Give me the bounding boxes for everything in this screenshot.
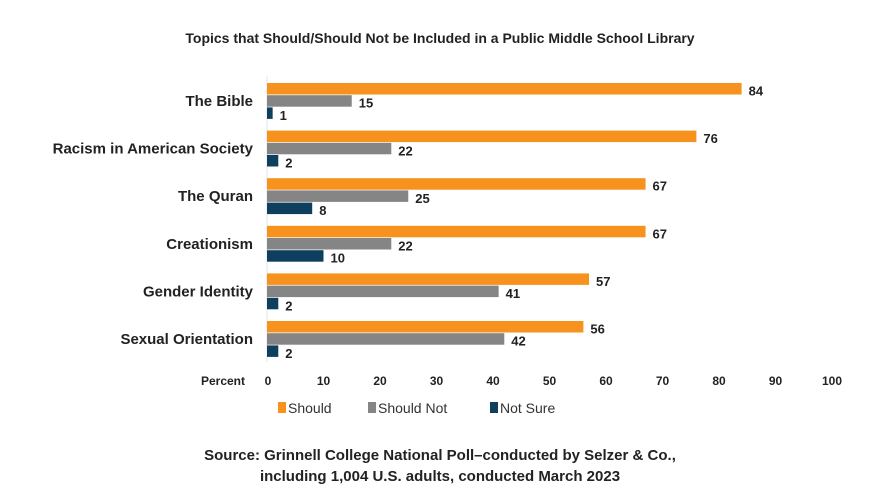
bar-should bbox=[267, 178, 646, 190]
legend-swatch bbox=[490, 402, 498, 413]
data-label: 10 bbox=[331, 251, 345, 266]
data-label: 2 bbox=[285, 156, 292, 171]
source-line-2: including 1,004 U.S. adults, conducted M… bbox=[260, 468, 620, 485]
category-label: The Quran bbox=[178, 188, 253, 205]
x-tick-label: 90 bbox=[769, 374, 783, 388]
bar-should bbox=[267, 273, 590, 285]
bar-should-not bbox=[267, 285, 499, 298]
x-tick-label: 10 bbox=[317, 374, 331, 388]
bar-not-sure bbox=[267, 202, 313, 215]
legend-swatch bbox=[368, 402, 376, 413]
legend-label: Should Not bbox=[378, 400, 447, 416]
legend-label: Should bbox=[288, 400, 332, 416]
x-tick-label: 100 bbox=[822, 374, 842, 388]
x-tick-label: 30 bbox=[430, 374, 444, 388]
bar-not-sure bbox=[267, 155, 279, 167]
bar-should-not bbox=[267, 95, 352, 107]
bar-should-not bbox=[267, 190, 409, 202]
x-tick-label: 70 bbox=[656, 374, 670, 388]
data-label: 67 bbox=[653, 179, 667, 194]
data-label: 22 bbox=[398, 143, 412, 158]
data-label: 25 bbox=[415, 191, 429, 206]
data-label: 57 bbox=[596, 274, 610, 289]
category-label: Racism in American Society bbox=[53, 141, 254, 158]
data-label: 2 bbox=[285, 298, 292, 313]
bar-not-sure bbox=[267, 345, 279, 357]
bar-should bbox=[267, 83, 742, 95]
data-label: 42 bbox=[511, 334, 525, 349]
bar-should-not bbox=[267, 333, 505, 345]
legend-label: Not Sure bbox=[500, 400, 555, 416]
bar-not-sure bbox=[267, 297, 279, 310]
data-label: 41 bbox=[506, 286, 520, 301]
category-label: The Bible bbox=[185, 93, 253, 110]
x-axis-label: Percent bbox=[201, 374, 245, 388]
data-label: 56 bbox=[590, 322, 604, 337]
bar-not-sure bbox=[267, 107, 273, 119]
bar-should bbox=[267, 321, 584, 333]
data-label: 15 bbox=[359, 96, 373, 111]
bar-not-sure bbox=[267, 250, 324, 262]
data-label: 84 bbox=[749, 84, 764, 99]
source-line-1: Source: Grinnell College National Poll–c… bbox=[204, 447, 676, 464]
x-tick-label: 80 bbox=[712, 374, 726, 388]
data-label: 1 bbox=[280, 108, 287, 123]
chart-title: Topics that Should/Should Not be Include… bbox=[185, 30, 694, 46]
category-label: Creationism bbox=[166, 236, 253, 253]
data-label: 22 bbox=[398, 239, 412, 254]
x-tick-label: 50 bbox=[543, 374, 557, 388]
x-tick-label: 40 bbox=[486, 374, 500, 388]
x-tick-label: 20 bbox=[373, 374, 387, 388]
x-tick-label: 0 bbox=[265, 374, 272, 388]
data-label: 67 bbox=[653, 226, 667, 241]
data-label: 2 bbox=[285, 346, 292, 361]
x-tick-label: 60 bbox=[599, 374, 613, 388]
data-label: 8 bbox=[319, 203, 326, 218]
category-label: Sexual Orientation bbox=[120, 331, 253, 348]
category-label: Gender Identity bbox=[143, 283, 254, 300]
bar-should-not bbox=[267, 142, 392, 155]
bar-should bbox=[267, 225, 646, 238]
bar-should-not bbox=[267, 238, 392, 250]
data-label: 76 bbox=[703, 131, 717, 146]
bar-should bbox=[267, 130, 697, 143]
legend-swatch bbox=[278, 402, 286, 413]
